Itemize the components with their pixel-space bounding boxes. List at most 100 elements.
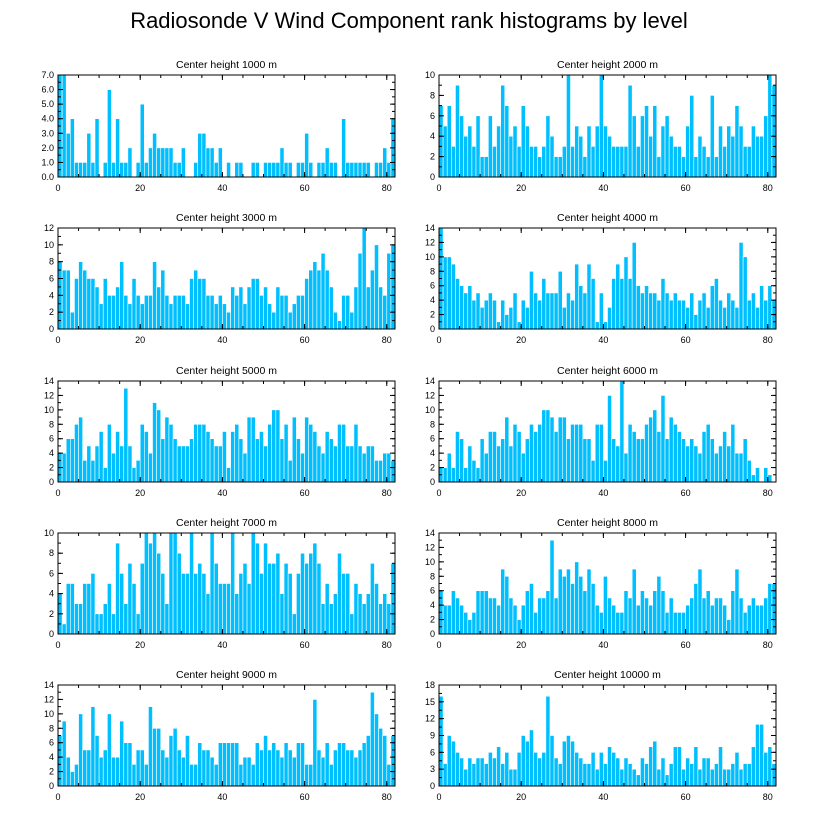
histogram-bar [193,162,199,178]
histogram-bar [660,757,666,787]
histogram-bar [603,460,608,483]
histogram-bar [217,147,223,178]
histogram-bar [677,431,682,483]
histogram-bar [689,292,695,330]
histogram-bar [738,242,744,330]
histogram-bar [705,423,711,483]
histogram-bar [578,757,584,787]
histogram-bar [115,431,120,483]
histogram-bar [668,597,674,635]
histogram-bar [714,278,719,330]
histogram-bar [463,292,469,330]
panel-title: Center height 9000 m [176,669,277,681]
histogram-bar [205,749,211,787]
y-tick-label: 0 [430,324,435,334]
histogram-bar [86,445,92,483]
histogram-bar [446,604,452,635]
histogram-bar [697,568,703,635]
histogram-bar [451,740,456,787]
histogram-bar [148,295,153,330]
histogram-bar [615,445,621,483]
histogram-bar [328,603,334,635]
histogram-bar [755,135,760,178]
histogram-bar [524,125,530,178]
histogram-bar [82,749,88,787]
y-tick-label: 2 [430,463,435,473]
histogram-bar [172,532,178,635]
y-tick-label: 7.0 [41,70,54,80]
histogram-bar [209,147,215,178]
x-tick-label: 0 [55,335,60,345]
histogram-bar [693,156,699,178]
x-tick-label: 40 [217,183,227,193]
histogram-bar [254,542,260,635]
histogram-bar [664,115,670,178]
histogram-bar [446,256,452,330]
histogram-bar [652,105,658,178]
histogram-bar [271,162,277,178]
histogram-bar [180,295,186,330]
histogram-bar [615,146,621,178]
x-tick-label: 20 [135,488,145,498]
histogram-bar [226,583,231,635]
histogram-bar [726,125,732,178]
histogram-bar [685,307,691,330]
histogram-bar [164,603,170,635]
histogram-bar [488,292,493,330]
histogram-bar [611,278,617,330]
histogram-bar [205,295,211,330]
histogram-bar [205,431,211,483]
histogram-bar [197,423,203,483]
histogram-bar [603,321,608,330]
histogram-bar [250,162,256,178]
histogram-bar [656,768,662,787]
histogram-bar [279,438,285,483]
histogram-bar [164,147,170,178]
histogram-bar [189,764,194,787]
histogram-bar [250,278,256,330]
y-tick-label: 8 [49,548,54,558]
y-tick-label: 2 [430,615,435,625]
histogram-bar [107,295,112,330]
histogram-bar [492,299,497,330]
histogram-bar [230,431,236,483]
histogram-panel: Center height 1000 m 0.0 1.0 2.0 3.0 4.0 5.0 6.… [41,59,396,193]
y-tick-label: 4 [430,448,435,458]
histogram-bar [111,756,116,787]
histogram-bar [328,764,334,787]
histogram-bar [738,125,744,178]
histogram-bar [541,278,547,330]
histogram-bar [627,763,633,787]
histogram-bar [459,757,464,787]
histogram-bar [320,603,326,635]
x-tick-label: 40 [598,792,608,802]
histogram-bar [537,597,543,635]
histogram-bar [242,452,248,483]
histogram-bar [755,307,760,330]
histogram-bar [529,146,534,178]
histogram-bar [296,742,301,787]
histogram-bar [333,593,338,635]
histogram-bar [172,295,178,330]
histogram-bar [127,562,133,635]
histogram-bar [353,756,359,787]
histogram-bar [61,720,67,787]
histogram-bar [78,713,83,787]
histogram-bar [586,568,592,635]
histogram-bar [283,162,289,178]
histogram-bar [640,115,645,178]
histogram-bar [677,746,682,787]
histogram-bar [209,756,215,787]
histogram-bar [201,132,207,178]
histogram-bar [570,423,575,483]
histogram-bar [705,156,711,178]
histogram-bar [353,583,359,635]
histogram-bar [479,307,485,330]
histogram-bar [479,590,485,635]
histogram-bar [681,156,686,178]
histogram-bar [78,603,83,635]
histogram-bar [512,125,518,178]
histogram-bar [471,299,477,330]
histogram-bar [82,583,88,635]
histogram-bar [541,752,547,787]
